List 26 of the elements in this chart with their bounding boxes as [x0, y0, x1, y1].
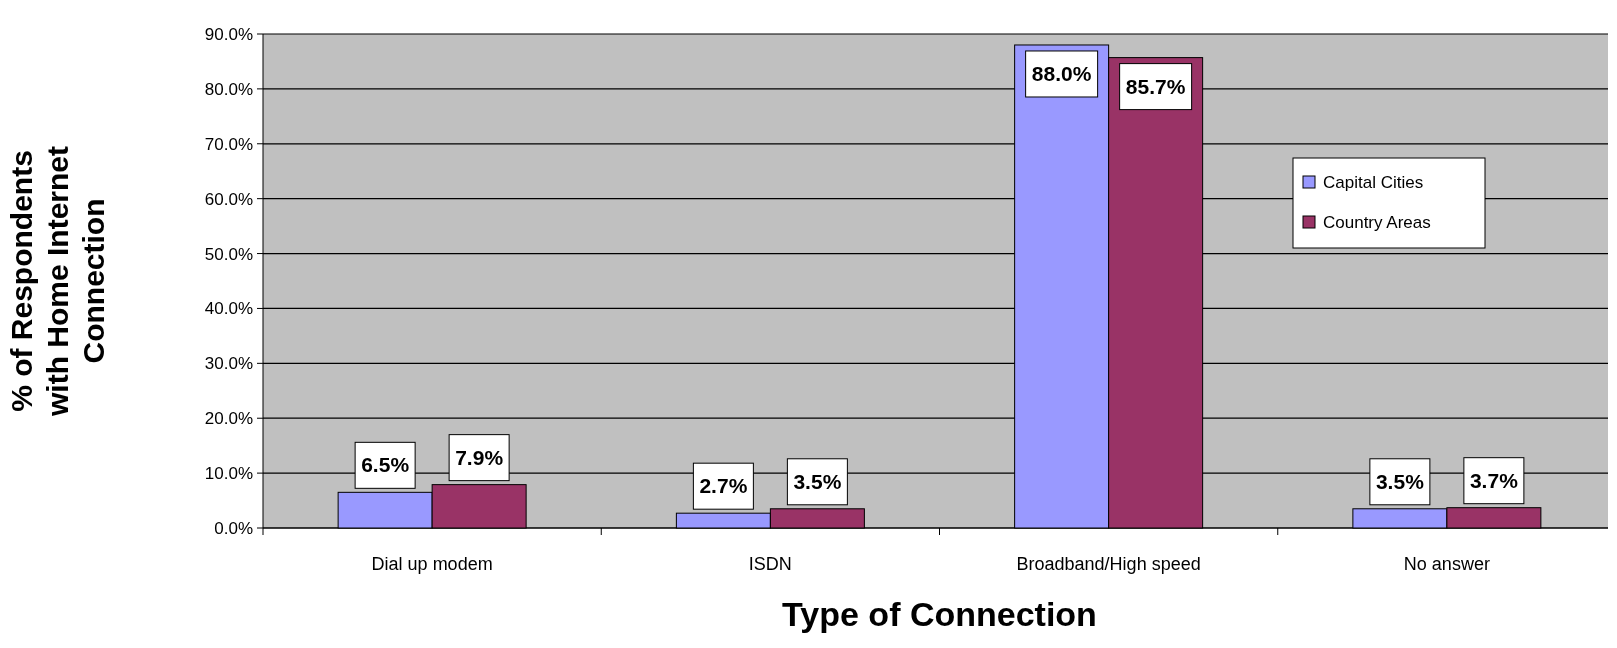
x-tick-label: Dial up modem: [371, 554, 493, 574]
data-label: 3.7%: [1469, 468, 1519, 492]
data-label: 7.9%: [455, 445, 504, 469]
y-tick-label: 0.0%: [214, 519, 253, 538]
y-axis-title: % of Respondents with Home Internet Connection: [5, 145, 110, 418]
x-axis-title: Type of Connection: [782, 595, 1097, 633]
y-tick-label: 30.0%: [204, 354, 253, 374]
legend-label: Country Areas: [1323, 213, 1431, 232]
x-tick-label: No answer: [1403, 554, 1490, 574]
legend-label: Capital Cities: [1323, 173, 1424, 192]
data-label: 2.7%: [699, 474, 748, 498]
data-label: 6.5%: [361, 453, 410, 477]
data-label: 88.0%: [1031, 61, 1092, 85]
y-tick-label: 20.0%: [204, 409, 253, 429]
data-label: 3.5%: [793, 469, 842, 493]
y-tick-label: 40.0%: [204, 299, 253, 319]
x-tick-label: ISDN: [748, 554, 792, 574]
x-tick-label: Broadband/High speed: [1016, 554, 1201, 574]
data-label: 3.5%: [1375, 469, 1425, 493]
y-tick-label: 60.0%: [204, 189, 253, 209]
y-tick-label: 90.0%: [204, 25, 253, 44]
y-tick-label: 10.0%: [204, 464, 253, 484]
y-tick-label: 80.0%: [204, 79, 253, 99]
y-tick-label: 50.0%: [204, 244, 253, 264]
data-label: 85.7%: [1125, 74, 1186, 98]
y-tick-label: 70.0%: [204, 134, 253, 154]
